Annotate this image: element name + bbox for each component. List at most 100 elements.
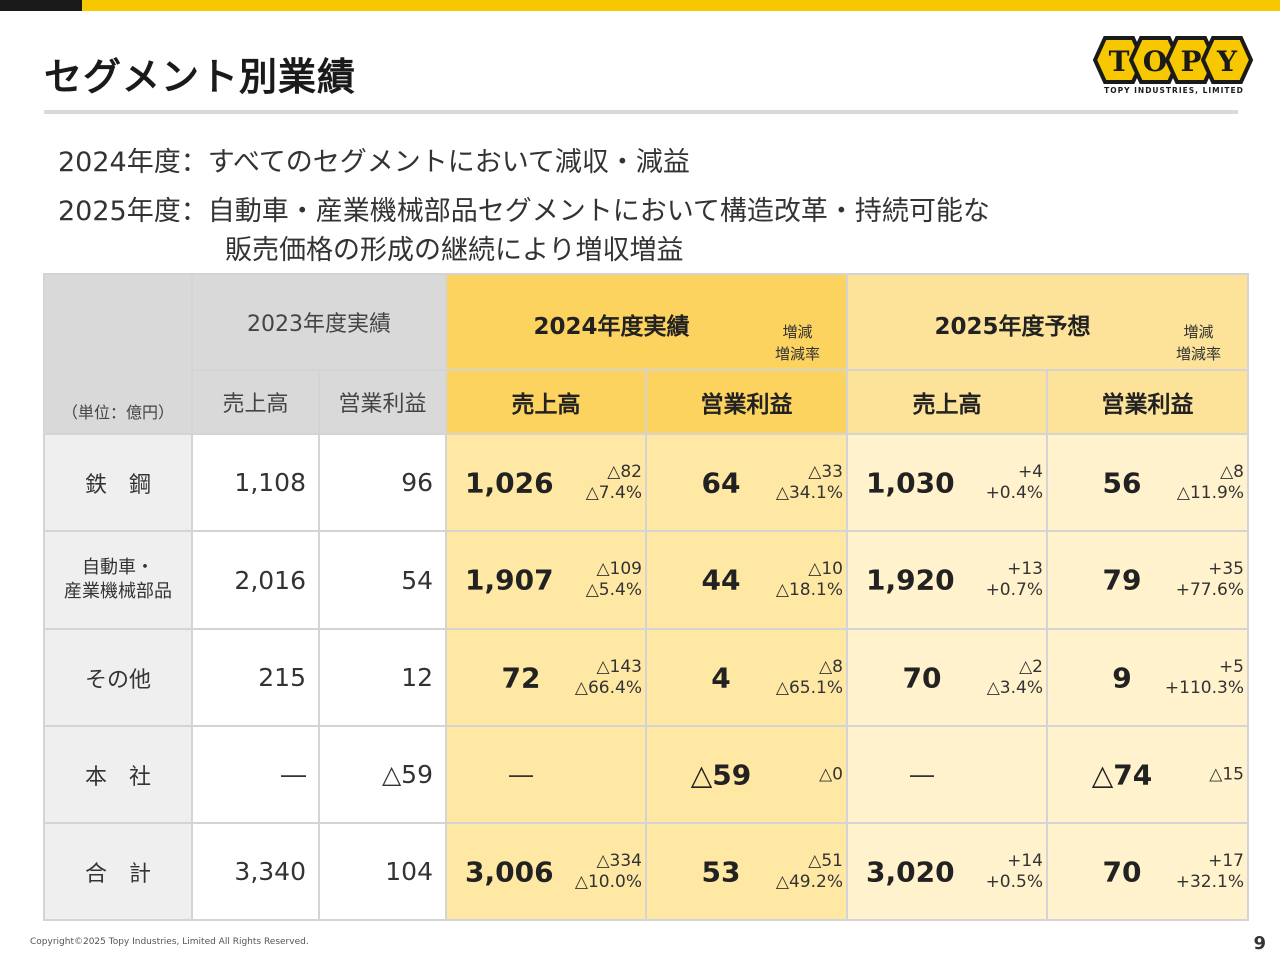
page-title: セグメント別業績 xyxy=(44,55,357,99)
header-fy2024: 2024年度実績 増減 増減率 xyxy=(445,273,848,371)
table-row: 自動車・ 産業機械部品 2,016 54 1,907 △109 △5.4% 44 … xyxy=(43,530,1249,630)
profit-2023-value: 96 xyxy=(318,433,447,532)
profit-2024-value: △59 xyxy=(690,758,752,791)
logo-subtitle: TOPY INDUSTRIES, LIMITED xyxy=(1104,86,1244,95)
fy2024-diff-note: 増減 増減率 xyxy=(775,321,820,365)
diff-rate-note-label: 増減率 xyxy=(774,345,820,363)
summary-line-2024: 2024年度：すべてのセグメントにおいて減収・減益 xyxy=(58,147,690,178)
profit-2024-cell: 53 △51 △49.2% xyxy=(645,822,848,921)
profit-2024-change: △33 △34.1% xyxy=(775,461,843,503)
row-label-total: 合 計 xyxy=(43,822,193,921)
profit-2025-value: 56 xyxy=(1102,466,1142,499)
table-row: 本 社 ― △59 ― △59 △0 ― △74 △15 xyxy=(43,725,1249,824)
profit-2025-change: △8 △11.9% xyxy=(1176,461,1244,503)
profit-2025-cell: 9 +5 +110.3% xyxy=(1046,628,1249,727)
sales-2023-value: 1,108 xyxy=(191,433,320,532)
profit-2023-value: 54 xyxy=(318,530,447,630)
profit-2025-change: +5 +110.3% xyxy=(1164,656,1244,698)
profit-2025-cell: 79 +35 +77.6% xyxy=(1046,530,1249,630)
profit-2025-change: +35 +77.6% xyxy=(1175,559,1244,600)
logo-letter-y: Y xyxy=(1216,45,1238,78)
sales-2024-value: 72 xyxy=(501,661,541,694)
sales-2024-change: △109 △5.4% xyxy=(585,559,642,600)
diff-rate-note-label: 増減率 xyxy=(1175,345,1221,363)
sales-2025-change: +13 +0.7% xyxy=(985,559,1043,600)
sales-2024-change: △334 △10.0% xyxy=(574,850,642,892)
sales-2024-value: 1,907 xyxy=(465,563,554,597)
sales-2024-cell: 1,907 △109 △5.4% xyxy=(445,530,647,630)
sales-2025-cell: 70 △2 △3.4% xyxy=(846,628,1048,727)
sales-2024-value: 1,026 xyxy=(465,466,554,499)
profit-2025-value: 9 xyxy=(1112,661,1132,694)
sales-2024-change: △143 △66.4% xyxy=(574,656,642,698)
profit-2025-cell: △74 △15 xyxy=(1046,725,1249,824)
diff-note-label: 増減 xyxy=(1183,323,1214,341)
logo-letter-o: O xyxy=(1143,45,1167,78)
profit-2024-value: 64 xyxy=(701,466,741,499)
profit-2023-value: 104 xyxy=(318,822,447,921)
topy-logo: T O P Y xyxy=(1093,36,1254,84)
unit-label: （単位：億円） xyxy=(61,403,174,422)
sales-2024-cell: 3,006 △334 △10.0% xyxy=(445,822,647,921)
profit-2024-value: 53 xyxy=(701,855,741,888)
profit-2025-cell: 56 △8 △11.9% xyxy=(1046,433,1249,532)
profit-2024-value: 4 xyxy=(711,661,731,694)
sales-2025-change: +14 +0.5% xyxy=(985,850,1043,892)
table-row-total: 合 計 3,340 104 3,006 △334 △10.0% 53 △51 △49… xyxy=(43,822,1249,921)
profit-2024-cell: 64 △33 △34.1% xyxy=(645,433,848,532)
profit-2025-value: 79 xyxy=(1102,563,1142,597)
profit-2024-cell: △59 △0 xyxy=(645,725,848,824)
table-row: 鉄 鋼 1,108 96 1,026 △82 △7.4% 64 △33 △34.1%… xyxy=(43,433,1249,532)
profit-2024-change: △0 xyxy=(819,764,843,784)
summary-line-2025-cont: 販売価格の形成の継続により増収増益 xyxy=(225,235,684,266)
sales-2025-value: 3,020 xyxy=(866,855,955,888)
sales-2024-change: △82 △7.4% xyxy=(585,461,642,503)
profit-2023-value: 12 xyxy=(318,628,447,727)
profit-2025-change: +17 +32.1% xyxy=(1175,850,1244,892)
profit-2024-cell: 44 △10 △18.1% xyxy=(645,530,848,630)
row-label-other: その他 xyxy=(43,628,193,727)
profit-2024-cell: 4 △8 △65.1% xyxy=(645,628,848,727)
summary-line-2025: 2025年度：自動車・産業機械部品セグメントにおいて構造改革・持続可能な xyxy=(58,196,990,227)
header-fy2023: 2023年度実績 xyxy=(191,273,447,371)
header-fy2025: 2025年度予想 増減 増減率 xyxy=(846,273,1249,371)
sales-2025-cell: 3,020 +14 +0.5% xyxy=(846,822,1048,921)
page-number: 9 xyxy=(1253,933,1266,954)
subheader-sales-2023: 売上高 xyxy=(191,369,320,435)
top-bar-black xyxy=(0,0,82,11)
sales-2025-change: △2 △3.4% xyxy=(986,656,1043,698)
table-row: その他 215 12 72 △143 △66.4% 4 △8 △65.1% 70 △… xyxy=(43,628,1249,727)
copyright-footer: Copyright©2025 Topy Industries, Limited … xyxy=(30,937,309,947)
sales-2025-value: 1,920 xyxy=(866,563,955,597)
logo-letter-p: P xyxy=(1180,45,1201,78)
row-label-headquarters: 本 社 xyxy=(43,725,193,824)
subheader-profit-2024: 営業利益 xyxy=(645,369,848,435)
profit-2025-change: △15 xyxy=(1209,764,1244,784)
sales-2025-change: +4 +0.4% xyxy=(985,461,1043,503)
fy2024-title: 2024年度実績 xyxy=(533,314,690,340)
subheader-sales-2024: 売上高 xyxy=(445,369,647,435)
sales-2024-value: 3,006 xyxy=(465,855,554,888)
top-bar-yellow xyxy=(82,0,1280,11)
sales-2025-cell: ― xyxy=(846,725,1048,824)
diff-note-label: 増減 xyxy=(782,323,813,341)
profit-2024-change: △10 △18.1% xyxy=(775,559,843,600)
row-label-steel: 鉄 鋼 xyxy=(43,433,193,532)
sales-2025-cell: 1,030 +4 +0.4% xyxy=(846,433,1048,532)
unit-header-cell: （単位：億円） xyxy=(43,273,193,435)
title-divider xyxy=(44,110,1238,114)
sales-2023-value: ― xyxy=(191,725,320,824)
profit-2025-cell: 70 +17 +32.1% xyxy=(1046,822,1249,921)
sales-2023-value: 215 xyxy=(191,628,320,727)
profit-2024-value: 44 xyxy=(701,563,741,597)
sales-2025-cell: 1,920 +13 +0.7% xyxy=(846,530,1048,630)
logo-letter-t: T xyxy=(1109,45,1130,78)
sales-2025-value: 70 xyxy=(902,661,942,694)
profit-2025-value: △74 xyxy=(1091,758,1153,791)
sales-2025-value: ― xyxy=(910,760,934,789)
segment-results-table: （単位：億円） 2023年度実績 2024年度実績 増減 増減率 2025年度予… xyxy=(43,273,1249,921)
profit-2025-value: 70 xyxy=(1102,855,1142,888)
fy2025-diff-note: 増減 増減率 xyxy=(1176,321,1221,365)
sales-2023-value: 2,016 xyxy=(191,530,320,630)
profit-2024-change: △8 △65.1% xyxy=(775,656,843,698)
